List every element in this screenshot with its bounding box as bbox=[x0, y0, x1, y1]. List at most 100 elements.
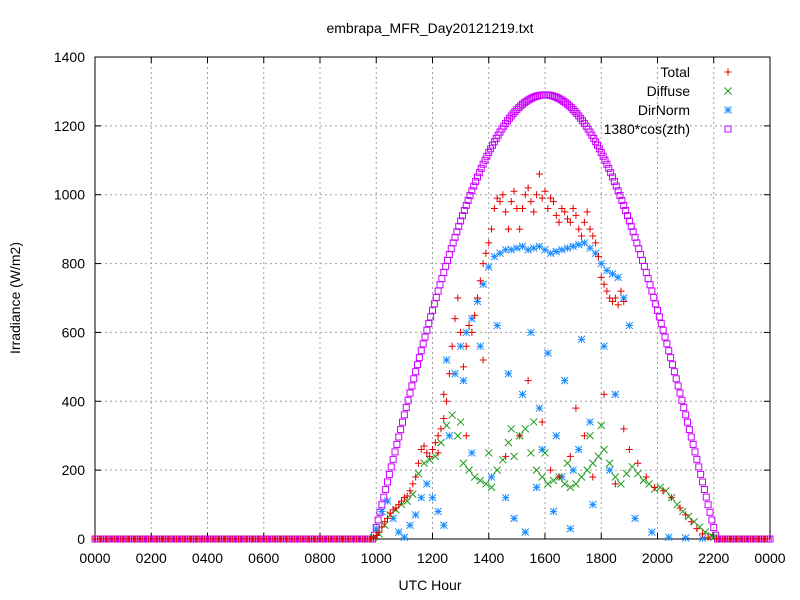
dirnorm-point bbox=[586, 244, 594, 252]
dirnorm-point bbox=[462, 328, 471, 337]
dirnorm-point bbox=[591, 249, 600, 258]
cos-point bbox=[462, 201, 470, 209]
cos-point bbox=[447, 245, 455, 253]
diffuse-point bbox=[563, 459, 572, 468]
total-point bbox=[547, 466, 555, 474]
cos-point bbox=[442, 262, 450, 270]
total-point bbox=[634, 459, 642, 467]
cos-point bbox=[513, 106, 521, 114]
cos-point bbox=[457, 217, 465, 225]
legend-label: 1380*cos(zth) bbox=[604, 121, 690, 137]
dirnorm-point bbox=[552, 431, 561, 440]
cos-point bbox=[575, 112, 583, 120]
cos-point bbox=[569, 106, 577, 114]
cos-point bbox=[374, 516, 382, 524]
total-point bbox=[693, 525, 701, 533]
total-point bbox=[479, 356, 487, 364]
total-point bbox=[479, 260, 487, 268]
diffuse-point bbox=[617, 480, 625, 488]
cos-point bbox=[459, 212, 466, 220]
total-point bbox=[611, 294, 619, 302]
cos-point bbox=[691, 448, 699, 456]
cos-point bbox=[685, 426, 693, 434]
cos-point bbox=[385, 470, 393, 478]
legend-marker bbox=[724, 125, 732, 133]
y-tick-label: 1400 bbox=[54, 49, 85, 65]
total-point bbox=[524, 184, 532, 192]
total-point bbox=[485, 239, 493, 247]
dirnorm-point bbox=[597, 259, 606, 268]
total-point bbox=[625, 445, 633, 453]
diffuse-point bbox=[448, 411, 457, 419]
cos-point bbox=[378, 501, 386, 509]
dirnorm-point bbox=[411, 511, 420, 519]
cos-point bbox=[399, 418, 406, 426]
cos-point bbox=[618, 196, 626, 204]
diffuse-point bbox=[453, 431, 462, 440]
diffuse-point bbox=[465, 466, 473, 474]
legend-label: Diffuse bbox=[647, 83, 691, 99]
cos-point bbox=[597, 148, 605, 156]
total-point bbox=[516, 225, 524, 233]
dirnorm-point bbox=[372, 524, 381, 533]
diffuse-point bbox=[586, 431, 594, 440]
cos-point bbox=[622, 206, 630, 214]
dirnorm-point bbox=[558, 245, 566, 254]
total-point bbox=[440, 415, 448, 422]
cos-point bbox=[410, 375, 418, 383]
cos-point bbox=[635, 245, 643, 253]
dirnorm-point bbox=[549, 507, 558, 516]
total-point bbox=[459, 363, 467, 371]
cos-point bbox=[434, 287, 442, 295]
cos-point bbox=[507, 112, 515, 120]
total-point bbox=[555, 218, 563, 226]
dirnorm-point bbox=[442, 356, 451, 364]
cos-point bbox=[470, 182, 478, 190]
cos-point bbox=[487, 145, 495, 153]
x-tick-label: 1400 bbox=[473, 550, 504, 566]
cos-point bbox=[455, 222, 463, 230]
cos-point bbox=[571, 108, 579, 116]
cos-point bbox=[682, 411, 690, 419]
cos-point bbox=[408, 382, 416, 390]
legend-label: DirNorm bbox=[638, 102, 690, 118]
dirnorm-point bbox=[459, 376, 468, 385]
diffuse-point bbox=[583, 466, 592, 474]
diffuse-point bbox=[560, 480, 569, 488]
diffuse-point bbox=[510, 452, 518, 461]
cos-point bbox=[453, 228, 461, 236]
cos-point bbox=[706, 508, 714, 516]
total-point bbox=[414, 459, 422, 467]
total-point bbox=[668, 494, 676, 502]
diffuse-point bbox=[566, 483, 575, 492]
total-point bbox=[462, 342, 470, 350]
cos-point bbox=[421, 333, 429, 341]
total-point bbox=[572, 404, 580, 412]
cos-point bbox=[429, 306, 436, 314]
total-point bbox=[429, 445, 436, 453]
diffuse-point bbox=[577, 473, 586, 481]
dirnorm-point bbox=[504, 369, 513, 378]
cos-point bbox=[614, 187, 622, 195]
total-point bbox=[617, 287, 625, 295]
cos-point bbox=[603, 160, 611, 168]
total-point bbox=[482, 249, 490, 257]
total-point bbox=[611, 480, 619, 488]
cos-point bbox=[468, 187, 476, 195]
total-point bbox=[544, 204, 552, 212]
total-point bbox=[597, 273, 605, 281]
diffuse-point bbox=[476, 476, 485, 485]
total-point bbox=[496, 198, 504, 206]
total-point bbox=[521, 191, 529, 199]
cos-point bbox=[702, 493, 710, 501]
legend-marker bbox=[724, 106, 732, 114]
cos-point bbox=[612, 182, 620, 190]
cos-point bbox=[419, 340, 427, 348]
total-point bbox=[474, 294, 481, 302]
y-axis-label: Irradiance (W/m2) bbox=[7, 242, 23, 354]
series-total bbox=[369, 170, 712, 541]
dirnorm-point bbox=[664, 533, 673, 542]
total-point bbox=[504, 225, 512, 233]
diffuse-point bbox=[521, 424, 530, 433]
dirnorm-point bbox=[468, 449, 476, 457]
